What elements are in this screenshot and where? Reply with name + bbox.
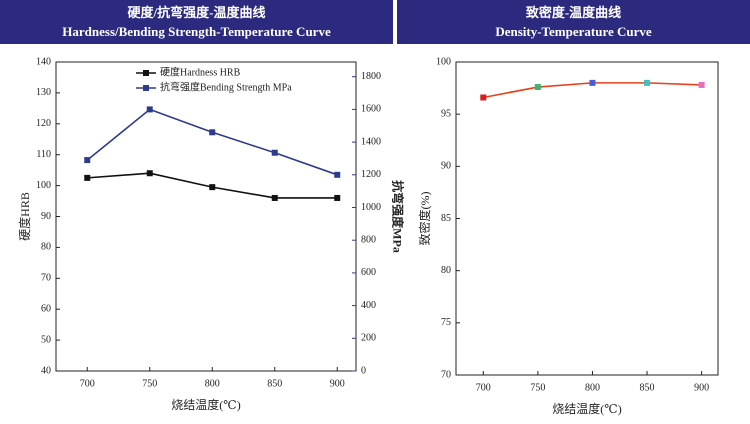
y-tick-label: 80 <box>441 265 451 276</box>
y2-tick-label: 1800 <box>361 71 381 82</box>
y2-tick-label: 400 <box>361 300 376 311</box>
y-tick-label: 95 <box>441 108 451 119</box>
y-tick-label: 120 <box>36 118 51 129</box>
y2-axis-label: 抗弯强度MPa <box>390 180 405 253</box>
title-banner <box>397 0 750 44</box>
y2-tick-label: 1600 <box>361 104 381 115</box>
y-tick-label: 80 <box>41 242 51 253</box>
marker <box>209 184 216 191</box>
marker <box>146 170 153 177</box>
y-tick-label: 100 <box>436 56 451 67</box>
x-tick-label: 850 <box>640 382 655 393</box>
y2-tick-label: 1000 <box>361 202 381 213</box>
y2-tick-label: 800 <box>361 235 376 246</box>
x-axis-label: 烧结温度(℃) <box>552 401 621 416</box>
y-tick-label: 85 <box>441 213 451 224</box>
marker <box>698 81 705 88</box>
x-tick-label: 800 <box>585 382 600 393</box>
x-tick-label: 700 <box>476 382 491 393</box>
plot-frame <box>455 61 719 376</box>
marker <box>271 194 278 201</box>
y-tick-label: 50 <box>41 334 51 345</box>
x-tick-label: 750 <box>530 382 545 393</box>
marker <box>334 171 341 178</box>
x-tick-label: 700 <box>80 378 95 389</box>
x-tick-label: 900 <box>330 378 345 389</box>
marker <box>480 94 487 101</box>
x-axis-label: 烧结温度(℃) <box>171 397 240 412</box>
marker <box>589 79 596 86</box>
legend-label: 抗弯强度Bending Strength MPa <box>160 80 292 93</box>
marker <box>209 129 216 136</box>
x-tick-label: 900 <box>694 382 709 393</box>
chart-title: 硬度/抗弯强度-温度曲线 <box>128 5 266 20</box>
chart-subtitle: Density-Temperature Curve <box>495 24 652 39</box>
y2-tick-label: 1200 <box>361 169 381 180</box>
y-tick-label: 90 <box>41 211 51 222</box>
marker <box>271 149 278 156</box>
chart-title: 致密度-温度曲线 <box>526 5 621 20</box>
y2-tick-label: 1400 <box>361 136 381 147</box>
plot-frame <box>55 61 357 372</box>
marker <box>146 106 153 113</box>
y-tick-label: 40 <box>41 365 51 376</box>
y-tick-label: 130 <box>36 87 51 98</box>
series-line <box>86 108 338 176</box>
marker <box>84 157 91 164</box>
marker <box>534 84 541 91</box>
x-tick-label: 750 <box>142 378 157 389</box>
marker <box>84 174 91 181</box>
x-tick-label: 850 <box>267 378 282 389</box>
y2-tick-label: 600 <box>361 267 376 278</box>
y-tick-label: 100 <box>36 180 51 191</box>
title-banner <box>0 0 393 44</box>
legend-marker <box>143 85 149 91</box>
y2-tick-label: 200 <box>361 333 376 344</box>
legend-label: 硬度Hardness HRB <box>160 65 241 78</box>
y2-tick-label: 0 <box>361 365 366 376</box>
y-tick-label: 60 <box>41 303 51 314</box>
x-tick-label: 800 <box>205 378 220 389</box>
y-tick-label: 70 <box>441 369 451 380</box>
y-tick-label: 75 <box>441 317 451 328</box>
y-axis-label: 硬度HRB <box>17 192 32 241</box>
y-tick-label: 90 <box>441 161 451 172</box>
legend-marker <box>143 70 149 76</box>
y-axis-label: 致密度(%) <box>417 192 432 246</box>
marker <box>644 79 651 86</box>
y-tick-label: 140 <box>36 56 51 67</box>
y-tick-label: 70 <box>41 273 51 284</box>
marker <box>334 194 341 201</box>
chart-subtitle: Hardness/Bending Strength-Temperature Cu… <box>62 24 331 39</box>
y-tick-label: 110 <box>36 149 51 160</box>
